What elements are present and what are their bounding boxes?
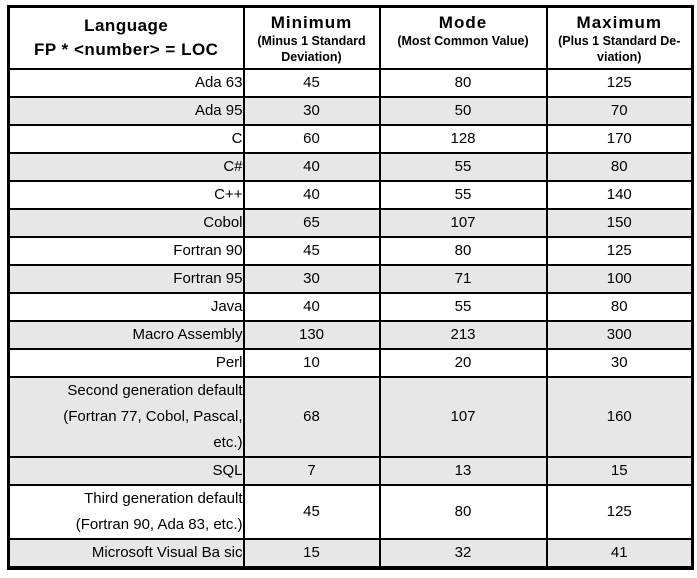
language-cell: Ada 63 xyxy=(7,67,245,98)
maximum-header-title: Maximum xyxy=(576,13,662,32)
mode-cell: 13 xyxy=(378,455,548,486)
minimum-cell: 130 xyxy=(242,319,381,350)
mode-cell: 20 xyxy=(378,347,548,378)
table-row: Fortran 95 30 71 100 xyxy=(7,263,694,294)
table-row: Third generation default (Fortran 90, Ad… xyxy=(7,483,694,540)
mode-cell: 55 xyxy=(378,179,548,210)
language-column-header: Language FP * <number> = LOC xyxy=(7,5,245,70)
mode-cell: 80 xyxy=(378,483,548,540)
mode-cell: 55 xyxy=(378,291,548,322)
table-row: Macro Assembly 130 213 300 xyxy=(7,319,694,350)
mode-cell: 50 xyxy=(378,95,548,126)
minimum-column-header: Minimum (Minus 1 Standard Deviation) xyxy=(242,5,381,70)
language-cell: C# xyxy=(7,151,245,182)
language-cell: Cobol xyxy=(7,207,245,238)
table-row: Perl 10 20 30 xyxy=(7,347,694,378)
maximum-cell: 160 xyxy=(545,375,694,458)
minimum-cell: 60 xyxy=(242,123,381,154)
mode-cell: 32 xyxy=(378,537,548,569)
language-cell: SQL xyxy=(7,455,245,486)
table-row: Java 40 55 80 xyxy=(7,291,694,322)
maximum-cell: 125 xyxy=(545,235,694,266)
language-cell: C++ xyxy=(7,179,245,210)
maximum-cell: 300 xyxy=(545,319,694,350)
minimum-cell: 45 xyxy=(242,235,381,266)
language-header-title: Language xyxy=(84,15,169,35)
mode-cell: 107 xyxy=(378,375,548,458)
table-body: Ada 63 45 80 125 Ada 95 30 50 70 C 60 128 170 C# 40 55… xyxy=(7,67,694,569)
minimum-cell: 65 xyxy=(242,207,381,238)
minimum-cell: 40 xyxy=(242,151,381,182)
minimum-header-title: Minimum xyxy=(270,13,353,32)
language-header-formula: FP * <number> = LOC xyxy=(34,39,219,59)
fp-loc-conversion-table: Language FP * <number> = LOC Minimum (Mi… xyxy=(7,5,694,570)
minimum-cell: 40 xyxy=(242,291,381,322)
table-row: C 60 128 170 xyxy=(7,123,694,154)
minimum-cell: 45 xyxy=(242,67,381,98)
language-cell: Second generation default (Fortran 77, C… xyxy=(7,375,245,458)
table-row: Second generation default (Fortran 77, C… xyxy=(7,375,694,458)
maximum-column-header: Maximum (Plus 1 Standard De- viation) xyxy=(545,5,694,70)
minimum-cell: 40 xyxy=(242,179,381,210)
minimum-cell: 7 xyxy=(242,455,381,486)
maximum-cell: 125 xyxy=(545,483,694,540)
mode-cell: 107 xyxy=(378,207,548,238)
minimum-cell: 68 xyxy=(242,375,381,458)
table-row: C# 40 55 80 xyxy=(7,151,694,182)
language-cell: Macro Assembly xyxy=(7,319,245,350)
maximum-cell: 100 xyxy=(545,263,694,294)
minimum-cell: 10 xyxy=(242,347,381,378)
language-cell: Perl xyxy=(7,347,245,378)
table-row: Cobol 65 107 150 xyxy=(7,207,694,238)
mode-cell: 80 xyxy=(378,67,548,98)
language-cell: C xyxy=(7,123,245,154)
language-cell: Fortran 90 xyxy=(7,235,245,266)
mode-header-title: Mode xyxy=(438,13,488,32)
maximum-cell: 125 xyxy=(545,67,694,98)
table-row: Ada 63 45 80 125 xyxy=(7,67,694,98)
mode-cell: 71 xyxy=(378,263,548,294)
table-row: Fortran 90 45 80 125 xyxy=(7,235,694,266)
minimum-cell: 30 xyxy=(242,95,381,126)
mode-cell: 128 xyxy=(378,123,548,154)
language-cell: Ada 95 xyxy=(7,95,245,126)
maximum-header-subtitle: (Plus 1 Standard De- viation) xyxy=(558,34,681,64)
language-cell: Microsoft Visual Ba sic xyxy=(7,537,245,569)
mode-column-header: Mode (Most Common Value) xyxy=(378,5,548,70)
minimum-header-subtitle: (Minus 1 Standard Deviation) xyxy=(257,34,366,64)
table-row: SQL 7 13 15 xyxy=(7,455,694,486)
mode-cell: 80 xyxy=(378,235,548,266)
mode-header-subtitle: (Most Common Value) xyxy=(397,34,529,48)
header-row: Language FP * <number> = LOC Minimum (Mi… xyxy=(7,5,694,70)
table-row: Microsoft Visual Ba sic 15 32 41 xyxy=(7,537,694,569)
maximum-cell: 170 xyxy=(545,123,694,154)
maximum-cell: 41 xyxy=(545,537,694,569)
table-row: Ada 95 30 50 70 xyxy=(7,95,694,126)
maximum-cell: 15 xyxy=(545,455,694,486)
language-cell: Third generation default (Fortran 90, Ad… xyxy=(7,483,245,540)
minimum-cell: 45 xyxy=(242,483,381,540)
table-row: C++ 40 55 140 xyxy=(7,179,694,210)
maximum-cell: 30 xyxy=(545,347,694,378)
minimum-cell: 30 xyxy=(242,263,381,294)
maximum-cell: 140 xyxy=(545,179,694,210)
minimum-cell: 15 xyxy=(242,537,381,569)
maximum-cell: 80 xyxy=(545,291,694,322)
language-cell: Java xyxy=(7,291,245,322)
maximum-cell: 150 xyxy=(545,207,694,238)
maximum-cell: 70 xyxy=(545,95,694,126)
language-cell: Fortran 95 xyxy=(7,263,245,294)
maximum-cell: 80 xyxy=(545,151,694,182)
mode-cell: 55 xyxy=(378,151,548,182)
mode-cell: 213 xyxy=(378,319,548,350)
